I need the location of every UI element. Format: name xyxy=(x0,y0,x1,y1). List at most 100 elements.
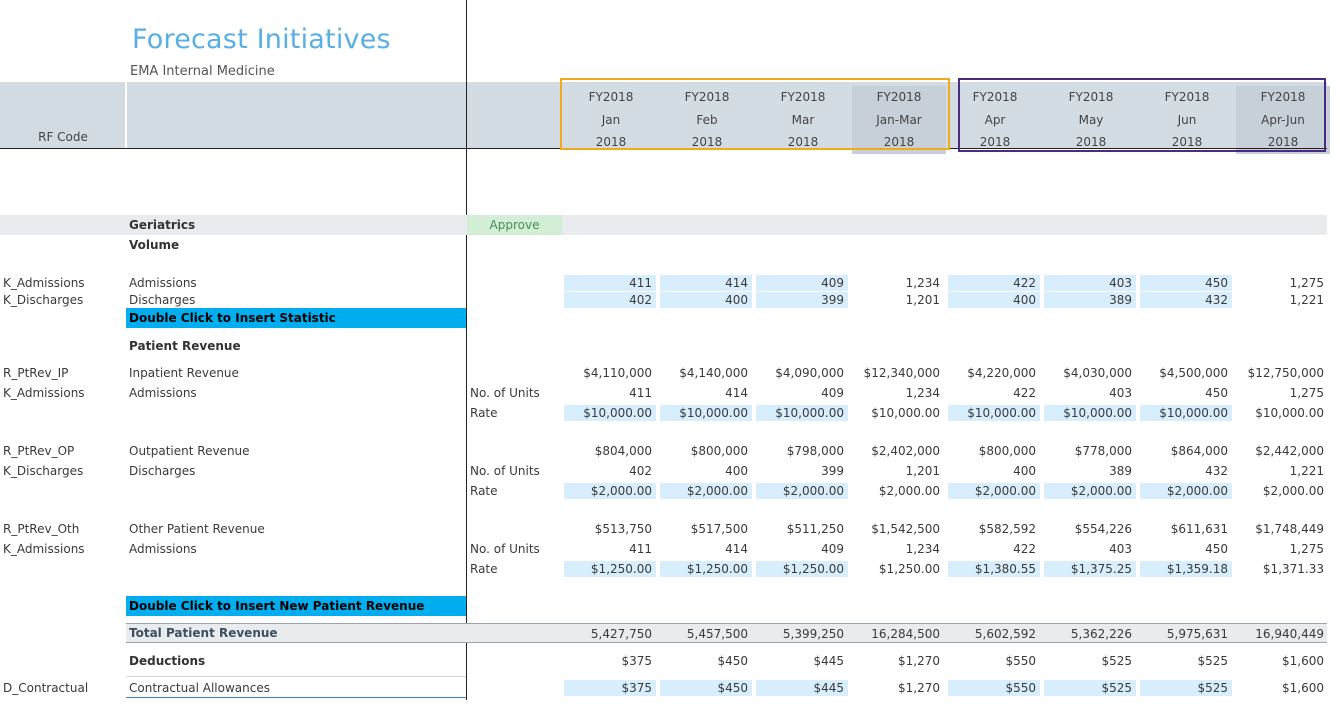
units-cell: 450 xyxy=(1205,386,1228,400)
period-header-year: 2018 xyxy=(1075,135,1107,149)
rf-code-header: RF Code xyxy=(38,130,88,144)
rate-label: Rate xyxy=(470,406,498,420)
revenue-cell: $4,500,000 xyxy=(1159,366,1228,380)
rate-cell[interactable]: $2,000.00 xyxy=(660,483,752,499)
revenue-cell: $611,631 xyxy=(1170,522,1228,536)
revenue-cell: $1,542,500 xyxy=(871,522,940,536)
units-cell: 1,234 xyxy=(905,386,940,400)
deductions-cell: $1,270 xyxy=(898,654,940,668)
deductions-cell: $375 xyxy=(621,654,652,668)
total-row-band xyxy=(126,623,1327,643)
row-label: Outpatient Revenue xyxy=(129,444,250,458)
contractual-cell[interactable]: $525 xyxy=(1044,680,1136,696)
insert-revenue-button[interactable]: Double Click to Insert New Patient Reven… xyxy=(126,596,466,616)
units-label: No. of Units xyxy=(470,464,540,478)
row-label: Admissions xyxy=(129,386,197,400)
approve-button[interactable]: Approve xyxy=(467,215,562,235)
contractual-cell[interactable]: $445 xyxy=(756,680,848,696)
period-header-year: 2018 xyxy=(979,135,1011,149)
insert-statistic-button[interactable]: Double Click to Insert Statistic xyxy=(126,308,466,328)
period-header-month: Apr-Jun xyxy=(1261,112,1305,127)
volume-cell[interactable]: 450 xyxy=(1140,275,1232,291)
section-band xyxy=(0,215,1327,235)
contractual-cell[interactable]: $550 xyxy=(948,680,1040,696)
row-code: K_Admissions xyxy=(3,276,85,290)
rate-cell[interactable]: $1,359.18 xyxy=(1140,561,1232,577)
volume-cell[interactable]: 432 xyxy=(1140,292,1232,308)
period-header-fiscal-year: FY2018 xyxy=(1164,90,1210,104)
volume-cell[interactable]: 400 xyxy=(660,292,752,308)
volume-cell[interactable]: 402 xyxy=(564,292,656,308)
rate-cell[interactable]: $10,000.00 xyxy=(756,405,848,421)
period-header-year: 2018 xyxy=(691,135,723,149)
row-code: D_Contractual xyxy=(3,681,89,695)
revenue-cell: $800,000 xyxy=(978,444,1036,458)
volume-cell[interactable]: 400 xyxy=(948,292,1040,308)
rate-cell[interactable]: $2,000.00 xyxy=(756,483,848,499)
rate-cell[interactable]: $1,250.00 xyxy=(564,561,656,577)
revenue-cell: $804,000 xyxy=(594,444,652,458)
contractual-cell[interactable]: $525 xyxy=(1140,680,1232,696)
selection-q2-highlight xyxy=(958,78,1326,152)
units-cell: 432 xyxy=(1205,464,1228,478)
revenue-cell: $517,500 xyxy=(690,522,748,536)
period-header-fiscal-year: FY2018 xyxy=(1068,90,1114,104)
rate-cell[interactable]: $10,000.00 xyxy=(1044,405,1136,421)
total-cell: 5,399,250 xyxy=(782,627,844,641)
rate-cell[interactable]: $1,380.55 xyxy=(948,561,1040,577)
period-header-fiscal-year: FY2018 xyxy=(972,90,1018,104)
row-label: Inpatient Revenue xyxy=(129,366,239,380)
rate-cell[interactable]: $1,250.00 xyxy=(756,561,848,577)
volume-cell[interactable]: 409 xyxy=(756,275,848,291)
volume-cell[interactable]: 399 xyxy=(756,292,848,308)
volume-cell[interactable]: 411 xyxy=(564,275,656,291)
period-header: FY2018 May 2018 xyxy=(1044,86,1138,154)
units-cell: 414 xyxy=(725,386,748,400)
rate-cell[interactable]: $1,250.00 xyxy=(660,561,752,577)
rate-cell[interactable]: $1,375.25 xyxy=(1044,561,1136,577)
units-cell: 402 xyxy=(629,464,652,478)
revenue-cell: $582,592 xyxy=(978,522,1036,536)
volume-cell: 1,275 xyxy=(1289,276,1324,290)
row-label: Discharges xyxy=(129,464,196,478)
volume-cell[interactable]: 389 xyxy=(1044,292,1136,308)
units-cell: 1,275 xyxy=(1289,542,1324,556)
units-cell: 403 xyxy=(1109,542,1132,556)
period-header-year: 2018 xyxy=(883,135,915,149)
volume-cell[interactable]: 422 xyxy=(948,275,1040,291)
deductions-cell: $550 xyxy=(1005,654,1036,668)
revenue-cell: $1,748,449 xyxy=(1255,522,1324,536)
revenue-cell: $554,226 xyxy=(1074,522,1132,536)
units-cell: 422 xyxy=(1013,386,1036,400)
rate-cell[interactable]: $2,000.00 xyxy=(1044,483,1136,499)
rate-cell[interactable]: $10,000.00 xyxy=(660,405,752,421)
period-header-year: 2018 xyxy=(1267,135,1299,149)
units-cell: 414 xyxy=(725,542,748,556)
total-cell: 16,940,449 xyxy=(1255,627,1324,641)
row-label: Discharges xyxy=(129,293,196,307)
total-cell: 16,284,500 xyxy=(871,627,940,641)
units-cell: 1,201 xyxy=(905,464,940,478)
period-header-fiscal-year: FY2018 xyxy=(1260,90,1306,104)
period-header-year: 2018 xyxy=(787,135,819,149)
units-label: No. of Units xyxy=(470,386,540,400)
row-code: R_PtRev_IP xyxy=(3,366,69,380)
period-header: FY2018 Jun 2018 xyxy=(1140,86,1234,154)
rate-cell[interactable]: $2,000.00 xyxy=(1140,483,1232,499)
volume-heading: Volume xyxy=(129,238,180,252)
header-divider xyxy=(125,82,127,148)
period-header-month: Jan-Mar xyxy=(876,112,922,127)
rate-cell[interactable]: $10,000.00 xyxy=(564,405,656,421)
revenue-cell: $4,030,000 xyxy=(1063,366,1132,380)
rate-cell[interactable]: $10,000.00 xyxy=(948,405,1040,421)
rate-cell[interactable]: $10,000.00 xyxy=(1140,405,1232,421)
period-header-month: Jan xyxy=(601,112,621,127)
volume-cell[interactable]: 414 xyxy=(660,275,752,291)
contractual-cell[interactable]: $450 xyxy=(660,680,752,696)
rate-cell[interactable]: $2,000.00 xyxy=(564,483,656,499)
contractual-cell[interactable]: $375 xyxy=(564,680,656,696)
revenue-cell: $778,000 xyxy=(1074,444,1132,458)
revenue-cell: $800,000 xyxy=(690,444,748,458)
volume-cell[interactable]: 403 xyxy=(1044,275,1136,291)
rate-cell[interactable]: $2,000.00 xyxy=(948,483,1040,499)
